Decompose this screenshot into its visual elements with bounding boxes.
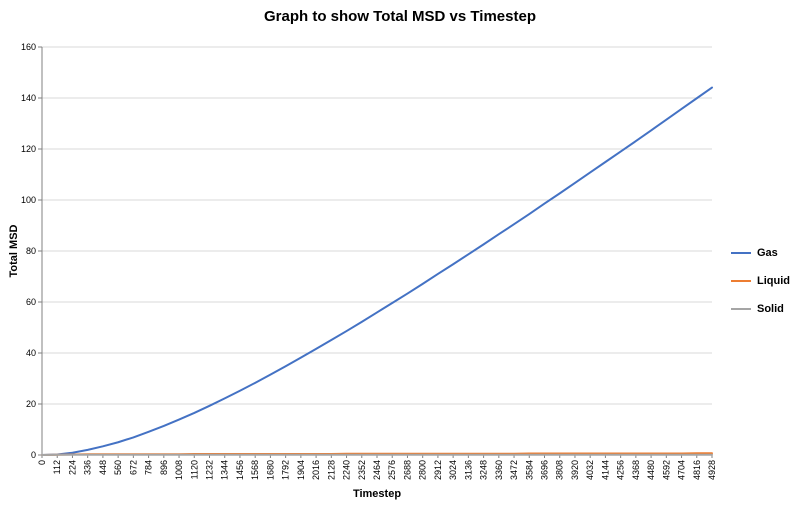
legend-label-solid: Solid <box>757 303 784 315</box>
x-tick-label: 2128 <box>326 460 336 480</box>
x-tick-label: 784 <box>144 460 154 475</box>
x-tick-label: 3360 <box>494 460 504 480</box>
x-tick-label: 2688 <box>402 460 412 480</box>
y-tick-label: 100 <box>21 195 36 205</box>
x-tick-label: 3920 <box>570 460 580 480</box>
x-tick-label: 4816 <box>692 460 702 480</box>
x-tick-label: 224 <box>67 460 77 475</box>
x-tick-label: 4368 <box>631 460 641 480</box>
y-tick-label: 20 <box>26 399 36 409</box>
x-tick-label: 1120 <box>189 460 199 479</box>
y-tick-label: 120 <box>21 144 36 154</box>
x-tick-label: 3584 <box>524 460 534 480</box>
x-tick-label: 3024 <box>448 460 458 480</box>
x-tick-label: 896 <box>159 460 169 475</box>
x-tick-label: 672 <box>128 460 138 475</box>
y-tick-label: 160 <box>21 42 36 52</box>
x-tick-label: 2576 <box>387 460 397 480</box>
legend-swatch-gas <box>731 252 751 254</box>
series-line-gas <box>41 86 713 456</box>
x-tick-label: 3696 <box>540 460 550 480</box>
x-tick-label: 4704 <box>677 460 687 480</box>
x-tick-label: 4144 <box>600 460 610 480</box>
legend-item-liquid: Liquid <box>731 275 790 287</box>
x-tick-label: 2464 <box>372 460 382 480</box>
x-tick-label: 4928 <box>707 460 717 480</box>
x-tick-label: 3136 <box>463 460 473 480</box>
x-tick-label: 3248 <box>479 460 489 480</box>
legend-label-liquid: Liquid <box>757 275 790 287</box>
legend-item-gas: Gas <box>731 247 790 259</box>
x-tick-label: 1792 <box>281 460 291 480</box>
x-tick-label: 4592 <box>661 460 671 480</box>
x-tick-label: 3472 <box>509 460 519 480</box>
y-tick-label: 60 <box>26 297 36 307</box>
x-axis-title: Timestep <box>352 488 402 500</box>
y-tick-label: 80 <box>26 246 36 256</box>
x-tick-label: 2240 <box>342 460 352 480</box>
x-tick-label: 4480 <box>646 460 656 480</box>
x-tick-label: 112 <box>52 460 62 474</box>
x-tick-label: 4256 <box>616 460 626 480</box>
y-tick-label: 140 <box>21 93 36 103</box>
legend: Gas Liquid Solid <box>731 239 790 323</box>
x-tick-label: 2912 <box>433 460 443 480</box>
x-tick-label: 336 <box>83 460 93 475</box>
x-tick-label: 1568 <box>250 460 260 480</box>
x-tick-label: 2016 <box>311 460 321 480</box>
x-tick-label: 2352 <box>357 460 367 480</box>
y-tick-label: 0 <box>31 450 36 460</box>
x-tick-label: 1456 <box>235 460 245 480</box>
x-tick-label: 3808 <box>555 460 565 480</box>
legend-swatch-solid <box>731 308 751 310</box>
chart-title: Graph to show Total MSD vs Timestep <box>264 8 536 25</box>
x-tick-label: 1680 <box>265 460 275 480</box>
x-tick-label: 2800 <box>418 460 428 480</box>
x-tick-label: 1904 <box>296 460 306 480</box>
x-tick-label: 1232 <box>205 460 215 480</box>
y-tick-label: 40 <box>26 348 36 358</box>
x-tick-label: 1344 <box>220 460 230 480</box>
x-tick-label: 560 <box>113 460 123 475</box>
legend-label-gas: Gas <box>757 247 778 259</box>
x-tick-label: 0 <box>37 460 47 465</box>
legend-swatch-liquid <box>731 280 751 282</box>
legend-item-solid: Solid <box>731 303 790 315</box>
x-tick-label: 448 <box>98 460 108 475</box>
x-tick-label: 1008 <box>174 460 184 480</box>
x-tick-label: 4032 <box>585 460 595 480</box>
